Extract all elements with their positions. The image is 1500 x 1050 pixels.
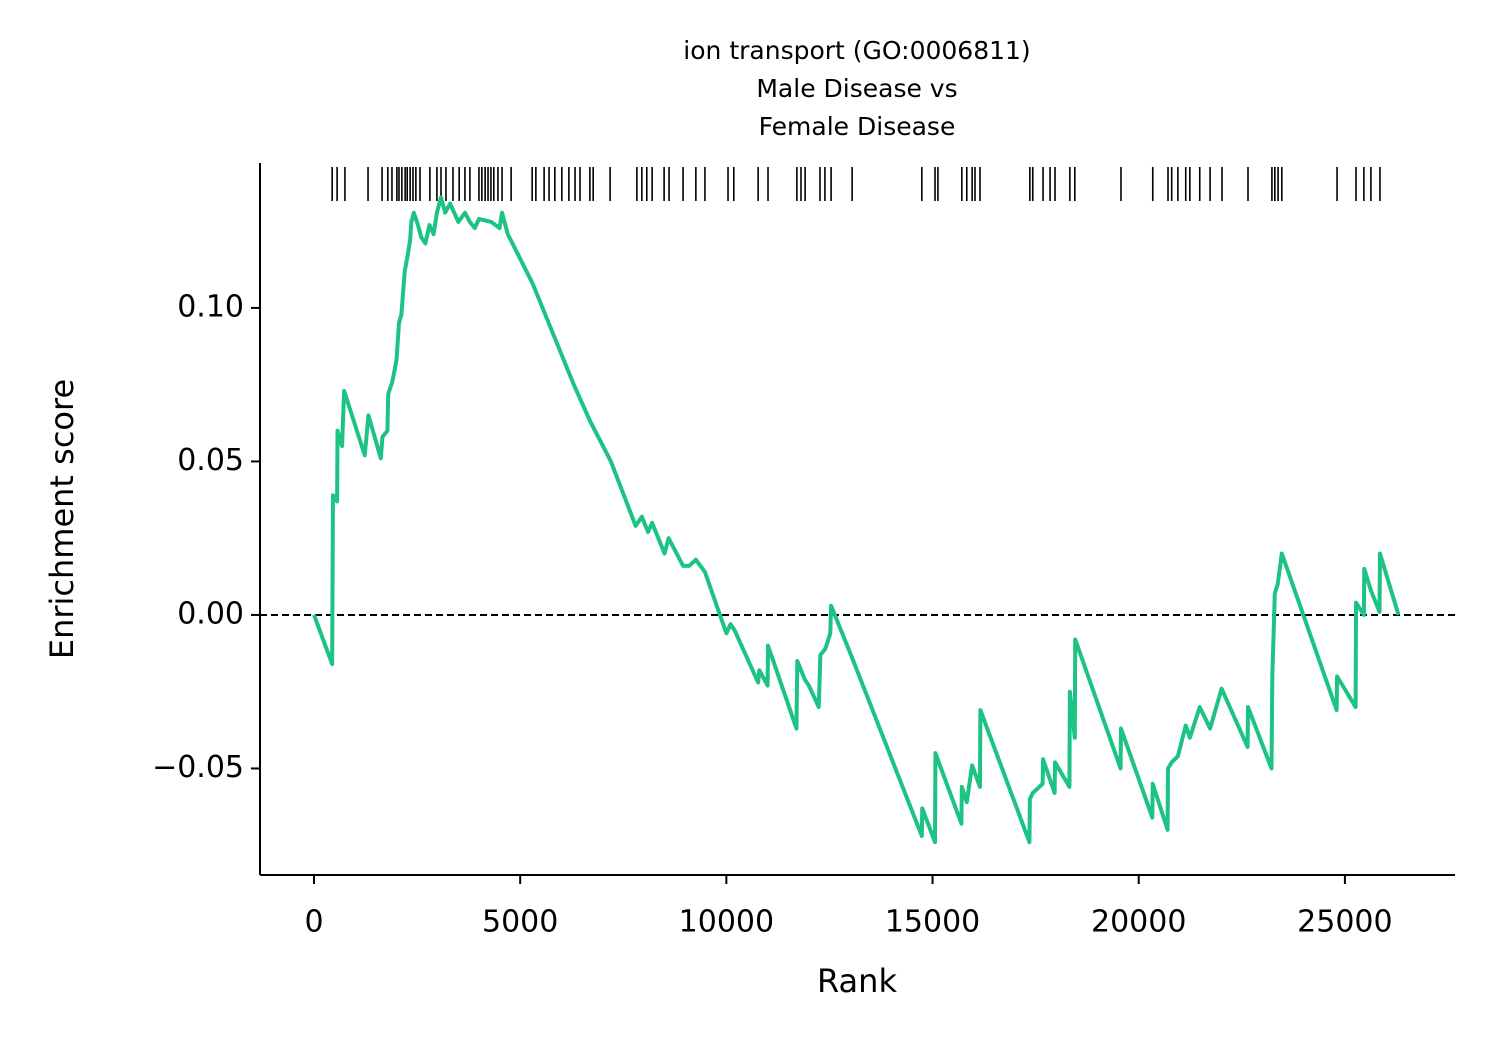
chart-title: ion transport (GO:0006811) [683, 36, 1030, 65]
chart-title: Male Disease vs [756, 74, 957, 103]
x-tick-label: 20000 [1091, 905, 1186, 940]
chart-title: Female Disease [759, 112, 956, 141]
y-axis-label: Enrichment score [43, 379, 81, 659]
x-tick-label: 25000 [1297, 905, 1392, 940]
y-tick-label: 0.00 [177, 596, 244, 631]
x-tick-label: 10000 [679, 905, 774, 940]
x-tick-label: 15000 [885, 905, 980, 940]
y-tick-label: 0.05 [177, 443, 244, 478]
enrichment-line [312, 195, 1401, 845]
x-tick-label: 0 [304, 905, 323, 940]
x-tick-label: 5000 [482, 905, 558, 940]
x-axis-label: Rank [817, 962, 897, 1000]
y-tick-label: −0.05 [152, 750, 244, 785]
y-tick-label: 0.10 [177, 289, 244, 324]
